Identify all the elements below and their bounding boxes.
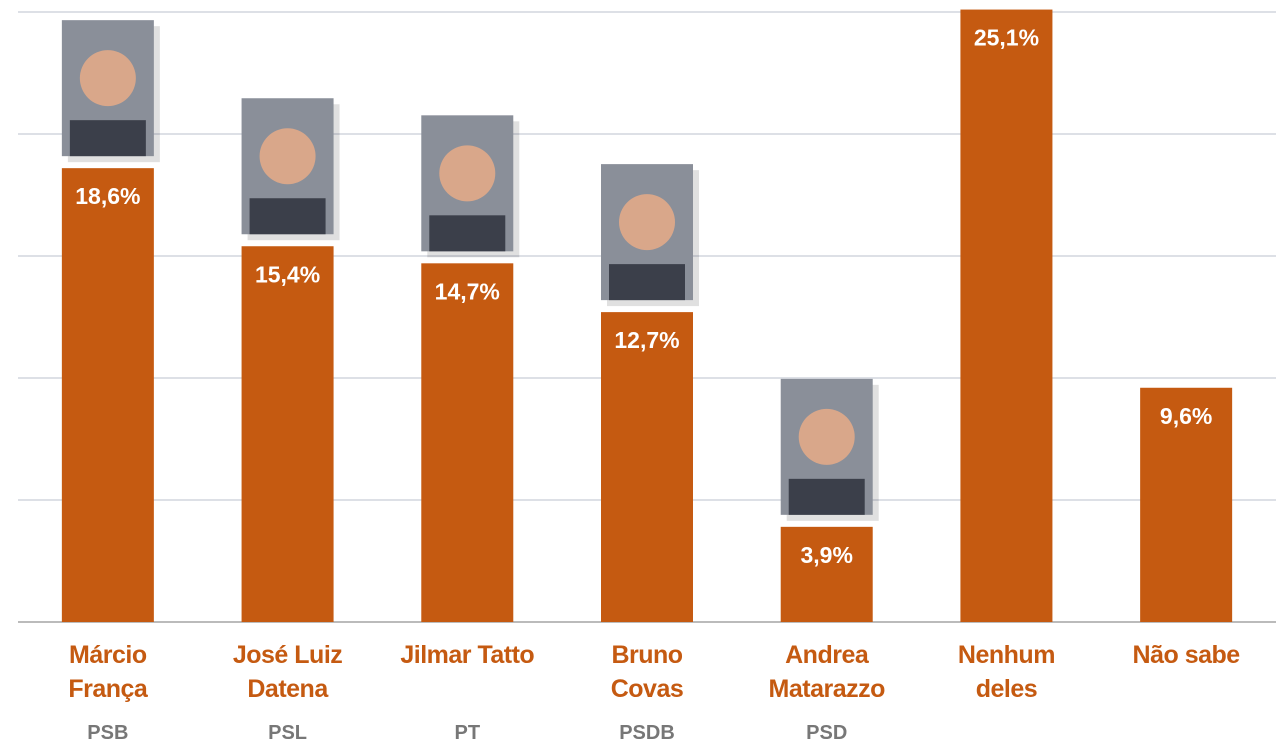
photo-face <box>79 50 136 107</box>
bar <box>241 246 334 623</box>
bar <box>960 9 1053 623</box>
photo-face <box>619 194 675 251</box>
x-tick-label: Andrea Matarazzo <box>768 641 886 703</box>
photo-body <box>609 264 685 301</box>
photo-body <box>429 215 506 252</box>
value-label: 25,1% <box>974 25 1039 51</box>
x-tick-label: Nenhum deles <box>957 641 1056 703</box>
value-label: 18,6% <box>75 183 140 209</box>
bar <box>421 263 514 622</box>
party-label: PSD <box>806 722 848 744</box>
bar <box>780 526 873 622</box>
x-tick-label: Jilmar Tatto <box>400 641 535 669</box>
photo-face <box>259 128 316 185</box>
value-label: 14,7% <box>435 278 500 304</box>
bar <box>61 168 154 622</box>
value-label: 3,9% <box>800 542 852 568</box>
value-label: 15,4% <box>255 261 320 287</box>
party-label: PSB <box>87 722 129 744</box>
bar <box>1140 387 1233 622</box>
bar <box>601 312 693 622</box>
party-label: PSL <box>268 722 308 744</box>
photo-body <box>788 478 865 515</box>
x-tick-label: Não sabe <box>1132 641 1241 669</box>
x-tick-label: Bruno Covas <box>610 641 684 703</box>
photo-face <box>439 145 496 202</box>
party-label: PSDB <box>619 722 675 744</box>
value-label: 12,7% <box>614 327 679 353</box>
x-tick-label: Márcio França <box>68 641 148 703</box>
photo-body <box>249 198 326 235</box>
value-label: 9,6% <box>1160 403 1212 429</box>
x-tick-label: José Luiz Datena <box>232 641 343 703</box>
photo-face <box>798 408 855 465</box>
photo-body <box>69 120 146 157</box>
party-label: PT <box>454 722 481 744</box>
